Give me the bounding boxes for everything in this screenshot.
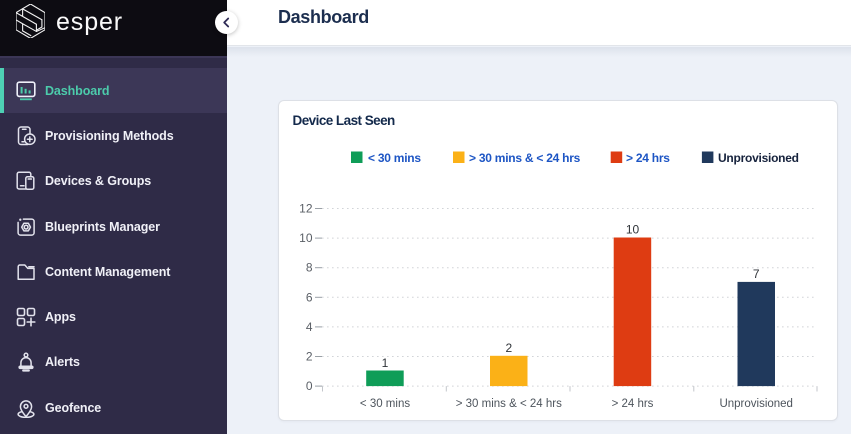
svg-text:< 30 mins: < 30 mins	[368, 151, 421, 165]
svg-text:> 24 hrs: > 24 hrs	[612, 398, 654, 410]
svg-text:2: 2	[505, 341, 512, 355]
svg-text:10: 10	[626, 223, 640, 237]
svg-text:< 30 mins: < 30 mins	[360, 398, 410, 410]
svg-text:8: 8	[306, 261, 313, 275]
svg-text:Unprovisioned: Unprovisioned	[719, 398, 793, 410]
svg-text:10: 10	[299, 231, 313, 245]
svg-text:1: 1	[382, 356, 389, 370]
svg-text:> 30 mins & < 24 hrs: > 30 mins & < 24 hrs	[456, 398, 562, 410]
svg-text:> 24 hrs: > 24 hrs	[626, 151, 670, 165]
svg-text:4: 4	[306, 320, 313, 334]
svg-text:> 30 mins & < 24 hrs: > 30 mins & < 24 hrs	[469, 151, 581, 165]
svg-text:6: 6	[306, 290, 313, 304]
svg-text:2: 2	[306, 350, 313, 364]
svg-text:0: 0	[306, 379, 313, 393]
svg-text:Device Last Seen: Device Last Seen	[293, 113, 396, 128]
svg-text:7: 7	[753, 267, 760, 281]
svg-text:12: 12	[299, 202, 313, 216]
svg-text:Unprovisioned: Unprovisioned	[718, 151, 799, 165]
